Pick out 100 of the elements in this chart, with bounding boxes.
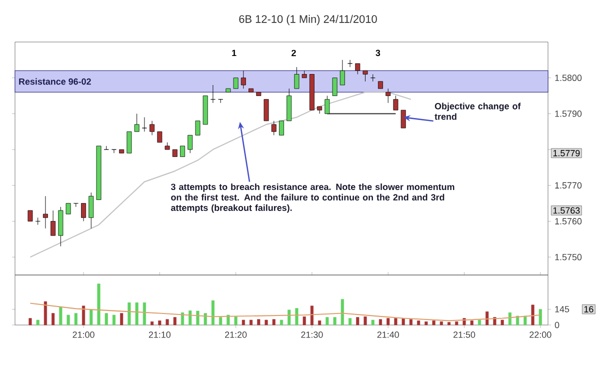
x-tick-label: 21:30 <box>301 332 323 338</box>
candlestick <box>370 74 376 82</box>
candlestick <box>332 78 338 96</box>
bar <box>424 321 428 326</box>
bar <box>196 310 200 326</box>
bar <box>219 317 222 326</box>
bar <box>112 314 116 326</box>
annotation: 3 <box>376 50 380 56</box>
candlestick <box>142 117 147 132</box>
bar <box>257 319 260 326</box>
candlestick <box>386 88 391 104</box>
candlestick <box>134 113 140 132</box>
candlestick <box>73 203 78 208</box>
bar <box>310 306 314 326</box>
bar <box>52 313 55 326</box>
bar <box>82 306 86 326</box>
bar <box>486 311 489 326</box>
bar <box>44 301 47 326</box>
bar <box>242 320 245 326</box>
x-tick-label: 21:20 <box>225 332 247 338</box>
candlestick <box>112 149 116 154</box>
x-tick-label: 21:40 <box>377 332 399 338</box>
bar <box>326 317 329 326</box>
bar <box>272 319 276 326</box>
bar <box>531 304 534 326</box>
text: 16 <box>584 306 594 312</box>
bar <box>97 284 100 326</box>
bar <box>386 318 390 326</box>
bar <box>66 314 70 326</box>
bar <box>302 316 306 326</box>
candlestick <box>157 131 162 143</box>
candlestick <box>66 203 71 214</box>
bar <box>371 320 374 326</box>
bar <box>264 320 268 326</box>
candlestick <box>240 70 246 89</box>
bar <box>180 312 184 326</box>
y-tick-label: 145 <box>555 306 570 312</box>
text: 1.5779 <box>553 150 580 156</box>
candlestick <box>180 146 185 157</box>
candlestick <box>233 78 238 89</box>
bar <box>28 318 32 326</box>
bar <box>166 319 169 326</box>
candlestick <box>271 120 276 136</box>
bar <box>470 320 474 326</box>
bar <box>211 300 214 326</box>
candlestick <box>355 63 360 75</box>
candlestick <box>393 96 398 110</box>
y-tick-label: 1.5760 <box>555 218 582 224</box>
candlestick <box>218 99 224 104</box>
candlestick <box>294 66 300 89</box>
candlestick <box>81 203 86 222</box>
x-tick-label: 22:00 <box>530 332 552 338</box>
bar <box>378 319 382 326</box>
bar <box>478 320 481 326</box>
bar <box>59 306 62 326</box>
bar <box>508 312 512 326</box>
bar <box>120 313 124 326</box>
bar <box>90 310 93 326</box>
annotation: 1 <box>232 50 236 56</box>
bar <box>142 302 146 326</box>
candlestick <box>28 210 33 222</box>
bar <box>455 321 458 326</box>
bar <box>173 317 176 326</box>
x-tick-label: 21:10 <box>148 332 171 338</box>
candlestick <box>88 192 94 229</box>
x-tick-label: 21:00 <box>72 332 94 338</box>
bar <box>394 318 398 326</box>
bar <box>74 313 78 326</box>
bar <box>432 320 436 326</box>
candlestick <box>324 96 330 114</box>
candlestick <box>340 60 345 86</box>
bar <box>448 322 451 326</box>
annotation: Objective change of trend <box>434 102 521 120</box>
x-tick-label: 21:50 <box>453 332 476 338</box>
chart-title: 6B 12-10 (1 Min) 24/11/2010 <box>239 14 377 26</box>
bar <box>409 319 412 326</box>
bar <box>226 314 230 326</box>
y-tick-label: 1.5770 <box>555 182 582 189</box>
bar <box>500 320 504 326</box>
text: 1.5763 <box>553 207 580 214</box>
y-tick-label: 1.5800 <box>555 74 582 82</box>
bar <box>417 320 420 326</box>
candlestick <box>42 196 48 229</box>
annotation: 2 <box>292 50 296 56</box>
annotation: 3 attempts to breach resistance area. Note the slower momentum on the first test. And the failure to continue on the 2nd and 3rd attempts (breakout failures). <box>170 183 454 213</box>
candlestick <box>188 134 193 154</box>
bar <box>104 313 108 326</box>
bar <box>538 309 542 326</box>
line-series <box>30 302 541 322</box>
candlestick <box>210 84 216 104</box>
candlestick <box>126 131 132 154</box>
bar <box>128 302 131 326</box>
candlestick <box>264 99 269 122</box>
bar <box>318 320 322 326</box>
y-tick-label: 1.5750 <box>555 254 582 260</box>
bar <box>204 313 207 326</box>
bar <box>135 302 138 326</box>
candlestick <box>195 120 200 136</box>
band-label: Resistance 96-02 <box>19 78 91 85</box>
bar <box>150 321 154 326</box>
